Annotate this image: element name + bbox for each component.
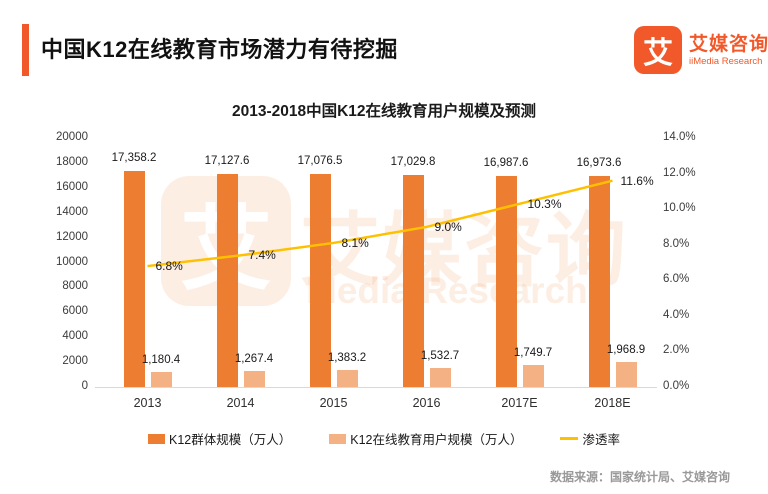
legend-item: K12群体规模（万人） bbox=[147, 429, 292, 448]
legend-swatch bbox=[147, 433, 165, 444]
chart-legend: K12群体规模（万人） K12在线教育用户规模（万人） 渗透率 bbox=[0, 429, 768, 448]
x-axis-label: 2014 bbox=[226, 396, 255, 410]
y-axis-left-tick: 14000 bbox=[56, 205, 88, 218]
y-axis-right-tick: 10.0% bbox=[663, 202, 696, 215]
legend-item: K12在线教育用户规模（万人） bbox=[329, 429, 522, 448]
chart-title: 2013-2018中国K12在线教育用户规模及预测 bbox=[231, 103, 537, 120]
penetration-point-label: 9.0% bbox=[434, 219, 462, 234]
title-accent-bar bbox=[22, 24, 29, 76]
y-axis-left-tick: 4000 bbox=[62, 330, 88, 343]
x-axis-label: 2013 bbox=[133, 396, 162, 410]
bar-value-label: 17,029.8 bbox=[390, 155, 436, 168]
bar-online-users bbox=[522, 365, 544, 387]
bar-value-label: 1,383.2 bbox=[327, 351, 367, 364]
x-axis-label: 2018E bbox=[594, 396, 631, 410]
y-axis-left-tick: 8000 bbox=[62, 280, 88, 293]
legend-label: K12在线教育用户规模（万人） bbox=[350, 433, 523, 447]
bar-value-label: 1,267.4 bbox=[234, 353, 274, 366]
bar-online-users bbox=[429, 367, 451, 387]
iimedia-logo: 艾 艾媒咨询 iiMedia Research bbox=[634, 25, 768, 75]
y-axis-right-tick: 14.0% bbox=[663, 131, 696, 143]
y-axis-right-tick: 2.0% bbox=[663, 344, 690, 357]
penetration-point-label: 10.3% bbox=[527, 196, 562, 211]
legend-label: 渗透率 bbox=[582, 433, 620, 447]
bar-value-label: 1,532.7 bbox=[420, 349, 460, 362]
x-axis-label: 2015 bbox=[319, 396, 348, 410]
logo-name-en: iiMedia Research bbox=[689, 56, 763, 67]
x-axis-line bbox=[95, 387, 657, 388]
logo-name-cn: 艾媒咨询 bbox=[689, 34, 768, 55]
bar-value-label: 17,076.5 bbox=[297, 155, 343, 168]
y-axis-left-tick: 18000 bbox=[56, 155, 88, 168]
penetration-point-label: 6.8% bbox=[155, 259, 183, 274]
x-axis-label: 2017E bbox=[501, 396, 538, 410]
y-axis-left-tick: 0 bbox=[81, 380, 88, 392]
bar-value-label: 1,749.7 bbox=[513, 347, 553, 360]
bar-value-label: 1,968.9 bbox=[606, 344, 646, 357]
y-axis-left-tick: 10000 bbox=[56, 255, 88, 268]
legend-item: 渗透率 bbox=[560, 429, 620, 448]
bar-online-users bbox=[150, 372, 172, 387]
y-axis-right-tick: 4.0% bbox=[663, 308, 690, 321]
y-axis-right-tick: 6.0% bbox=[663, 273, 690, 286]
bar-value-label: 16,973.6 bbox=[576, 156, 622, 169]
y-axis-left-tick: 12000 bbox=[56, 230, 88, 243]
y-axis-right-tick: 12.0% bbox=[663, 166, 696, 179]
y-axis-left-tick: 16000 bbox=[56, 180, 88, 193]
iimedia-logo-icon: 艾 bbox=[634, 26, 682, 74]
penetration-point-label: 7.4% bbox=[248, 248, 276, 263]
y-axis-right-tick: 0.0% bbox=[663, 380, 690, 392]
bar-value-label: 17,358.2 bbox=[111, 151, 157, 164]
bar-value-label: 16,987.6 bbox=[483, 156, 529, 169]
legend-swatch bbox=[560, 437, 579, 440]
legend-swatch bbox=[329, 433, 347, 444]
legend-label: K12群体规模（万人） bbox=[168, 433, 292, 447]
x-axis-label: 2016 bbox=[412, 396, 441, 410]
bar-online-users bbox=[615, 362, 637, 387]
watermark-text-en: Media Research bbox=[306, 270, 588, 311]
penetration-point-label: 8.1% bbox=[341, 235, 369, 250]
y-axis-left-tick: 2000 bbox=[62, 355, 88, 368]
page-title: 中国K12在线教育市场潜力有待挖掘 bbox=[41, 37, 398, 62]
y-axis-right-tick: 8.0% bbox=[663, 237, 690, 250]
bar-k12-population bbox=[123, 170, 145, 387]
bar-value-label: 17,127.6 bbox=[204, 154, 250, 167]
data-source-note: 数据来源：国家统计局、艾媒咨询 bbox=[549, 470, 730, 484]
bar-online-users bbox=[336, 369, 358, 387]
y-axis-left-tick: 20000 bbox=[56, 131, 88, 143]
bar-online-users bbox=[243, 371, 265, 387]
y-axis-left-tick: 6000 bbox=[62, 305, 88, 318]
penetration-point-label: 11.6% bbox=[620, 173, 654, 188]
bar-value-label: 1,180.4 bbox=[141, 354, 181, 367]
